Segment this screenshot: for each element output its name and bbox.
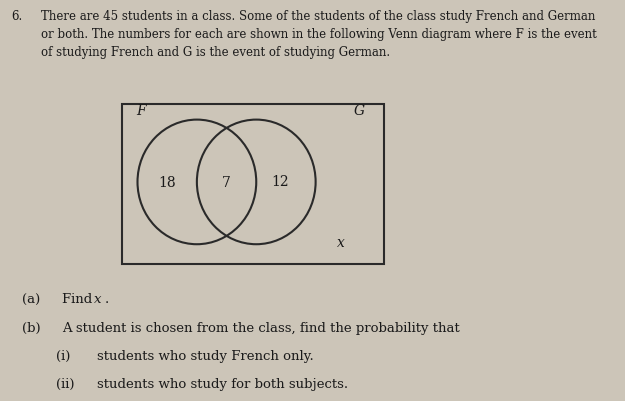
- Text: (a): (a): [22, 293, 40, 306]
- Text: 12: 12: [271, 174, 289, 188]
- Text: 18: 18: [159, 176, 176, 189]
- Text: or both. The numbers for each are shown in the following Venn diagram where F is: or both. The numbers for each are shown …: [41, 28, 596, 41]
- Text: A student is chosen from the class, find the probability that: A student is chosen from the class, find…: [62, 321, 460, 334]
- Text: .: .: [104, 293, 109, 306]
- Text: There are 45 students in a class. Some of the students of the class study French: There are 45 students in a class. Some o…: [41, 10, 595, 23]
- Text: of studying French and G is the event of studying German.: of studying French and G is the event of…: [41, 46, 390, 59]
- Text: (i): (i): [56, 349, 71, 362]
- Text: 7: 7: [222, 176, 231, 189]
- Bar: [122, 104, 384, 265]
- Text: students who study French only.: students who study French only.: [97, 349, 314, 362]
- Text: 6.: 6.: [11, 10, 22, 23]
- Text: (b): (b): [22, 321, 41, 334]
- Text: x: x: [337, 236, 344, 249]
- Text: students who study for both subjects.: students who study for both subjects.: [97, 377, 348, 390]
- Text: G: G: [354, 103, 365, 117]
- Text: F: F: [136, 103, 146, 117]
- Text: Find: Find: [62, 293, 97, 306]
- Text: x: x: [94, 293, 102, 306]
- Text: (ii): (ii): [56, 377, 75, 390]
